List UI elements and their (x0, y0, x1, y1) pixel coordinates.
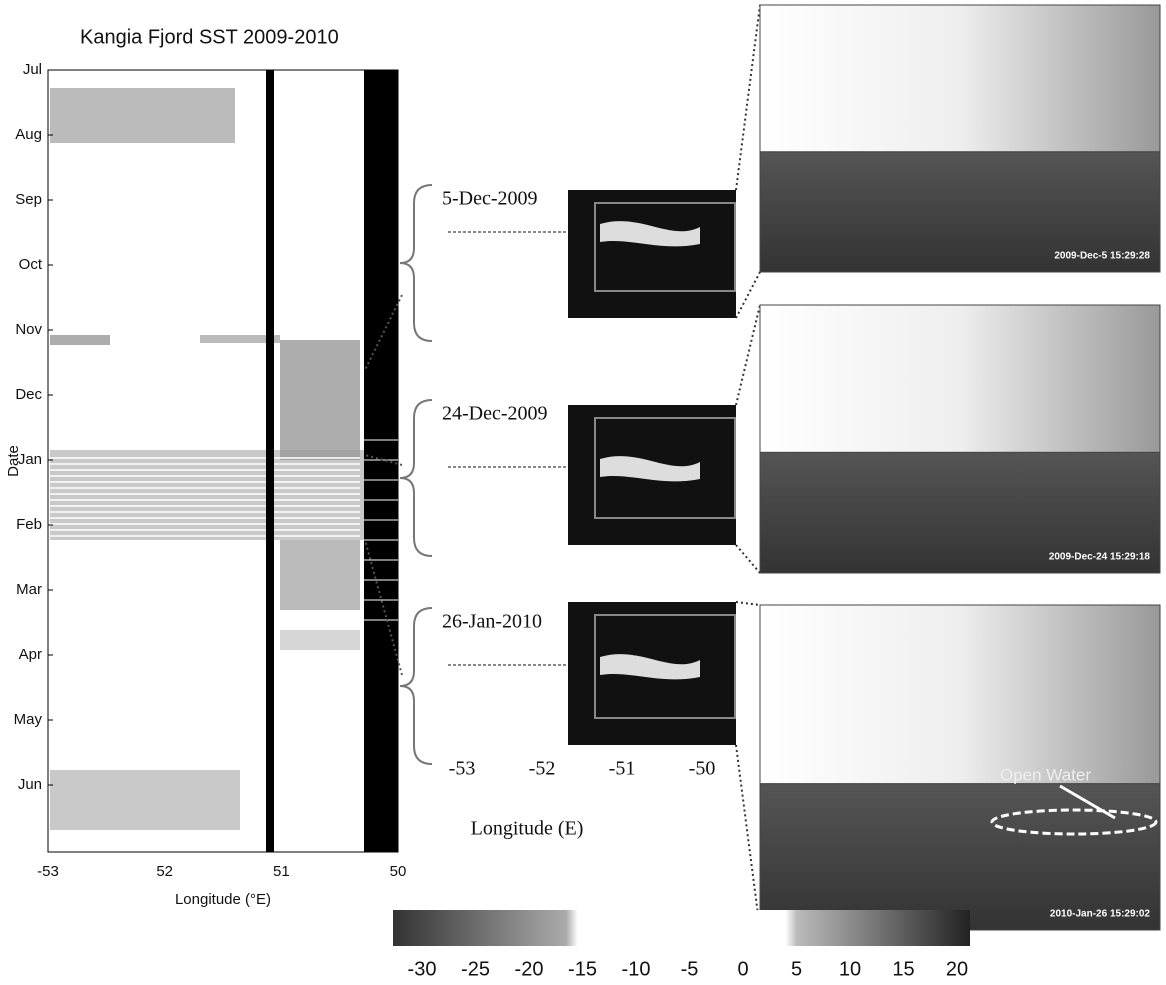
photo-sea (759, 783, 1161, 931)
zoom-line (735, 601, 761, 606)
y-tick-label: Apr (19, 646, 42, 663)
colorbar-tick-label: -5 (681, 958, 699, 980)
snapshot-date: 5-Dec-2009 (442, 188, 538, 210)
photo-timestamp: 2009-Dec-24 15:29:18 (1049, 552, 1151, 563)
y-tick-label: Dec (15, 386, 42, 403)
photo-sea (759, 151, 1161, 273)
y-axis-label: Date (5, 445, 22, 477)
annotation-arrow (1059, 784, 1116, 820)
connector (364, 454, 403, 466)
y-tick-label: Sep (15, 191, 42, 208)
photo-timestamp: 2009-Dec-5 15:29:28 (1054, 251, 1150, 262)
annotation: Open Water (1000, 765, 1091, 784)
sst-texture (50, 88, 235, 143)
colorbar-tick-label: -15 (568, 958, 597, 980)
map-x-tick-label: -50 (689, 758, 716, 780)
map-x-tick-label: -53 (449, 758, 476, 780)
sst-texture (50, 450, 380, 540)
y-tick-label: Feb (16, 516, 42, 533)
map-water (600, 221, 700, 247)
sst-texture (280, 630, 360, 650)
colorbar-tick-label: -10 (622, 958, 651, 980)
x-tick-label: 52 (156, 863, 173, 880)
y-tick-label: Jun (18, 776, 42, 793)
x-tick-label: 51 (273, 863, 290, 880)
sst-texture (280, 540, 360, 610)
map-water (600, 456, 700, 482)
map-x-tick-label: -52 (529, 758, 556, 780)
y-tick-label: Mar (16, 581, 42, 598)
colorbar-tick-label: 10 (839, 958, 861, 980)
snapshot-date: 26-Jan-2010 (442, 611, 542, 633)
photo-timestamp: 2010-Jan-26 15:29:02 (1050, 909, 1151, 920)
y-tick-label: Aug (15, 126, 42, 143)
zoom-line (735, 304, 761, 406)
photo-sky (759, 604, 1161, 785)
colorbar-tick-label: -20 (515, 958, 544, 980)
colorbar-tick-label: 0 (737, 958, 748, 980)
map-x-tick-label: -51 (609, 758, 636, 780)
y-tick-label: Nov (15, 321, 42, 338)
y-tick-label: Jan (18, 451, 42, 468)
photo-sky (759, 4, 1161, 153)
colorbar-tick-label: -30 (408, 958, 437, 980)
sst-texture (280, 340, 360, 460)
connector (364, 539, 403, 676)
colorbar-tick-label: 20 (946, 958, 968, 980)
colorbar-tick-label: 15 (892, 958, 914, 980)
x-axis-label: Longitude (°E) (175, 891, 271, 908)
brace (399, 184, 433, 342)
map-box (594, 202, 736, 292)
y-tick-label: Oct (19, 256, 43, 273)
snapshot-date: 24-Dec-2009 (442, 403, 548, 425)
colorbar-tick-label: 5 (791, 958, 802, 980)
y-tick-label: May (14, 711, 43, 728)
map-box (594, 417, 736, 519)
y-tick-label: Jul (23, 61, 42, 78)
sst-texture (50, 335, 110, 345)
brace (399, 607, 433, 765)
land-band (364, 70, 398, 852)
brace (399, 399, 433, 557)
map-x-axis-label: Longitude (E) (471, 818, 584, 840)
sst-texture (200, 335, 280, 343)
coast-line (266, 70, 274, 852)
photo-sea (759, 451, 1161, 574)
map-box (594, 614, 736, 719)
map-water (600, 654, 700, 680)
zoom-line (735, 544, 761, 574)
photo-sky (759, 304, 1161, 453)
sst-texture (50, 770, 240, 830)
zoom-line (735, 744, 761, 931)
colorbar (393, 910, 970, 946)
title: Kangia Fjord SST 2009-2010 (80, 26, 339, 48)
x-tick-label: 50 (390, 863, 407, 880)
colorbar-tick-label: -25 (461, 958, 490, 980)
open-water-ellipse (990, 808, 1158, 836)
x-tick-label: -53 (37, 863, 59, 880)
connector (364, 294, 403, 371)
zoom-line (735, 4, 761, 191)
sst-map (568, 190, 736, 318)
zoom-line (735, 271, 761, 319)
